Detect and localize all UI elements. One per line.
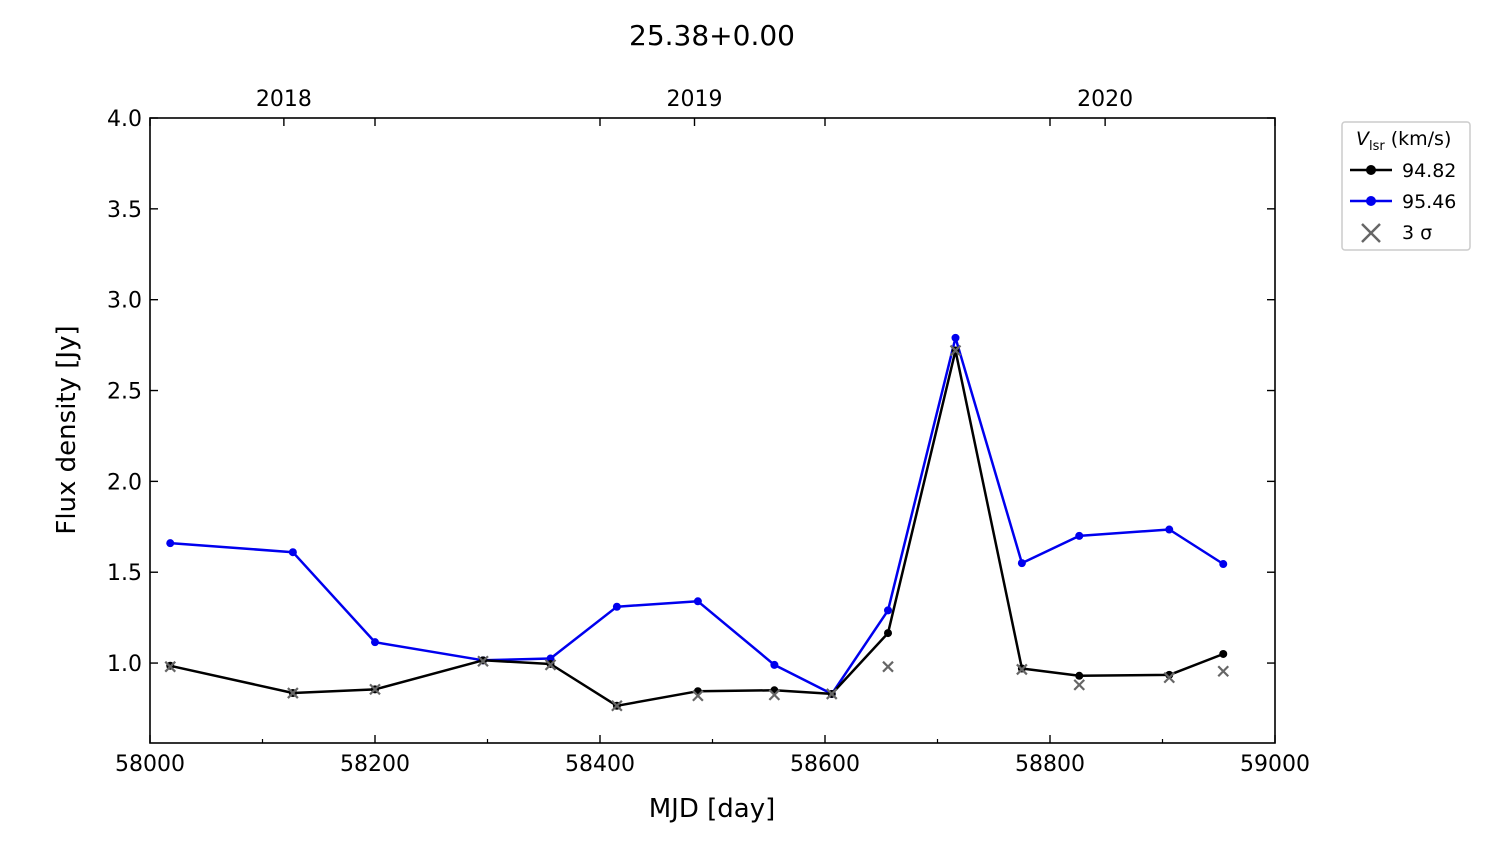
- data-point: [693, 597, 702, 606]
- y-axis-ticks: 1.0 1.5 2.0 2.5 3.0 3.5 4.0: [107, 107, 1275, 677]
- top-tick-label: 2020: [1077, 87, 1133, 112]
- sigma-marker: [369, 683, 381, 696]
- sigma-stroke-b: [1073, 679, 1086, 691]
- data-point: [770, 660, 779, 669]
- sigma-stroke-b: [692, 689, 704, 702]
- sigma-marker: [287, 687, 299, 699]
- sigma-marker: [1016, 663, 1028, 676]
- legend: Vlsr (km/s) 94.82 95.46 3 σ: [1341, 121, 1471, 251]
- x-axis-ticks: 58000 58200 58400 58600 58800 59000: [115, 118, 1310, 777]
- x-tick-label: 58200: [340, 752, 410, 777]
- y-tick-label: 4.0: [107, 107, 142, 132]
- y-tick-label: 2.0: [107, 470, 142, 495]
- legend-title-unit: (km/s): [1391, 128, 1452, 150]
- y-tick-label: 3.0: [107, 289, 142, 314]
- legend-marker-3-sigma: [1361, 223, 1381, 243]
- x-tick-label: 59000: [1240, 752, 1310, 777]
- legend-entry-94-82: 94.82: [1402, 160, 1456, 182]
- y-tick-label: 3.5: [107, 198, 142, 223]
- sigma-marker: [768, 689, 781, 701]
- sigma-stroke-b: [1163, 671, 1176, 684]
- data-point: [1017, 559, 1026, 568]
- sigma-marker: [1073, 679, 1086, 691]
- series-line: [170, 349, 1224, 708]
- sigma-stroke-b: [164, 660, 177, 673]
- chart-title: 25.38+0.00: [629, 19, 795, 52]
- data-point: [1219, 560, 1228, 569]
- series-95-46: [166, 333, 1228, 698]
- plot-area-border: [149, 117, 1276, 744]
- sigma-marker: [477, 655, 489, 668]
- sigma-stroke-b: [477, 655, 489, 668]
- data-point: [884, 629, 892, 638]
- data-point: [884, 606, 892, 615]
- data-point: [371, 638, 379, 647]
- series-layer: [166, 333, 1228, 710]
- series-line: [170, 336, 1224, 696]
- sigma-marker: [949, 344, 962, 357]
- sigma-stroke-b: [611, 699, 623, 712]
- data-point: [288, 548, 297, 557]
- data-point: [1165, 525, 1174, 534]
- series-94-82: [166, 346, 1228, 710]
- x-tick-label: 58400: [565, 752, 635, 777]
- top-axis-ticks: 2018 2019 2020: [256, 87, 1133, 126]
- y-axis-label: Flux density [Jy]: [52, 325, 82, 534]
- sigma-layer: [164, 344, 1230, 712]
- sigma-marker: [611, 699, 623, 712]
- sigma-stroke-b: [768, 689, 781, 701]
- legend-entry-95-46: 95.46: [1402, 191, 1456, 213]
- sigma-marker: [692, 689, 704, 702]
- sigma-stroke-b: [544, 659, 557, 671]
- sigma-stroke-b: [1217, 665, 1230, 678]
- sigma-marker: [1163, 671, 1176, 684]
- sigma-stroke-b: [825, 688, 838, 700]
- top-tick-label: 2019: [667, 87, 723, 112]
- legend-title-var: V: [1356, 128, 1371, 150]
- sigma-stroke-b: [1016, 663, 1028, 676]
- x-axis-label: MJD [day]: [649, 794, 776, 824]
- sigma-marker: [882, 660, 894, 673]
- x-tick-label: 58800: [1015, 752, 1085, 777]
- y-tick-label: 1.5: [107, 561, 142, 586]
- top-tick-label: 2018: [256, 87, 312, 112]
- data-point: [1075, 671, 1084, 680]
- plot-frame: [149, 117, 1276, 744]
- sigma-stroke-b: [882, 660, 894, 673]
- x-tick-label: 58600: [790, 752, 860, 777]
- sigma-marker: [1217, 665, 1230, 678]
- legend-title: Vlsr (km/s): [1356, 128, 1451, 154]
- sigma-stroke-b: [369, 683, 381, 696]
- data-point: [612, 602, 621, 611]
- legend-entry-3-sigma: 3 σ: [1402, 222, 1432, 244]
- y-tick-label: 2.5: [107, 380, 142, 405]
- sigma-stroke-b: [949, 344, 962, 357]
- legend-title-sub: lsr: [1369, 139, 1385, 154]
- data-point: [1219, 649, 1228, 658]
- sigma-marker: [164, 660, 177, 673]
- legend-marker-95-46: [1366, 196, 1376, 206]
- sigma-stroke-b: [287, 687, 299, 699]
- legend-box: [1341, 121, 1471, 251]
- data-point: [166, 539, 175, 548]
- y-tick-label: 1.0: [107, 652, 142, 677]
- legend-marker-94-82: [1366, 165, 1376, 175]
- data-point: [951, 333, 960, 342]
- sigma-marker: [825, 688, 838, 700]
- sigma-marker: [544, 659, 557, 671]
- data-point: [1075, 531, 1084, 540]
- x-tick-label: 58000: [115, 752, 185, 777]
